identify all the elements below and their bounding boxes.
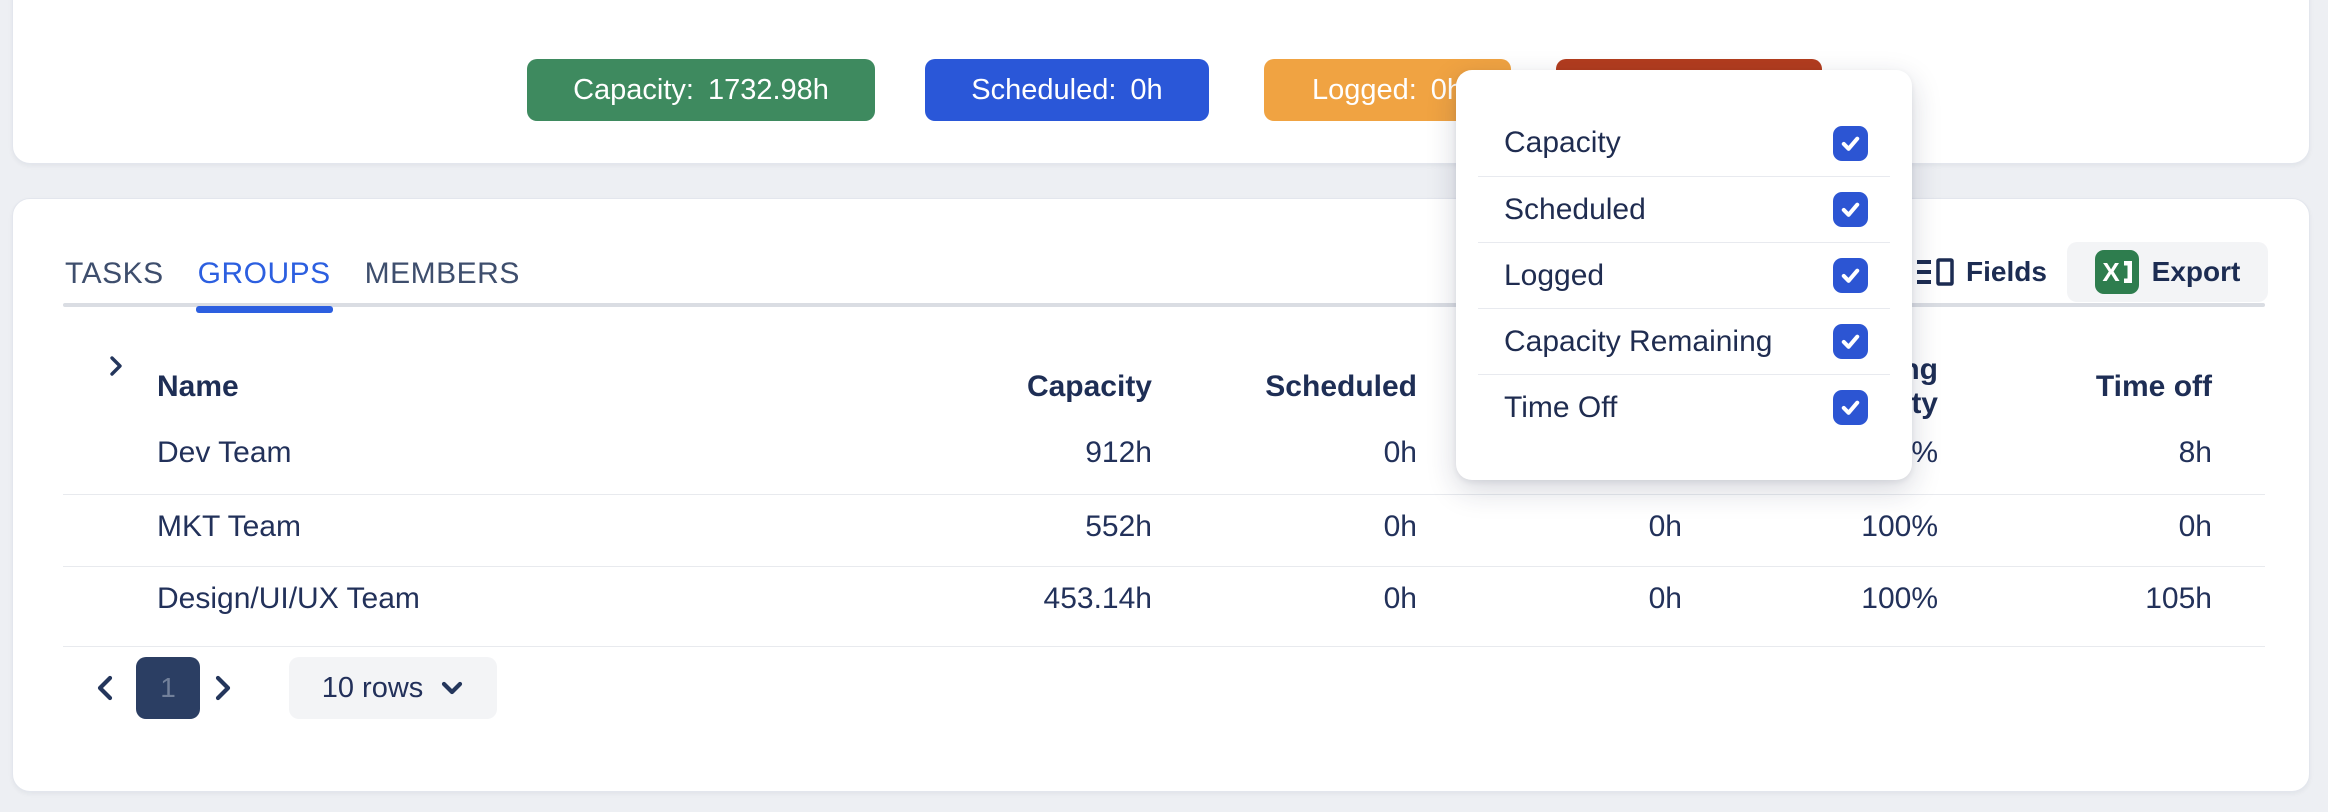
logged-badge-label: Logged: (1311, 73, 1417, 106)
menu-item-time-off[interactable]: Time Off (1478, 374, 1890, 440)
time-off-cell: 105h (2145, 582, 2212, 615)
time-off-cell: 0h (2178, 510, 2212, 543)
scheduled-badge[interactable]: Scheduled: 0h (925, 59, 1209, 121)
menu-item-label: Logged (1504, 258, 1605, 292)
tab-members[interactable]: MEMBERS (364, 257, 520, 290)
tab-tasks[interactable]: TASKS (65, 257, 164, 290)
menu-item-logged[interactable]: Logged (1478, 242, 1890, 308)
menu-item-scheduled[interactable]: Scheduled (1478, 176, 1890, 242)
expand-rows-chevron-icon[interactable] (104, 354, 128, 378)
column-header-capacity: Capacity (1026, 370, 1152, 403)
chevron-left-icon (93, 672, 117, 704)
menu-item-label: Capacity (1504, 126, 1621, 159)
fields-label: Fields (1966, 256, 2047, 287)
menu-item-capacity[interactable]: Capacity (1478, 110, 1890, 176)
capacity-remaining-checkbox[interactable] (1833, 324, 1868, 359)
logged-cell: 0h (1648, 510, 1682, 543)
chevron-down-icon (440, 680, 464, 696)
time-off-cell: 8h (2178, 436, 2212, 469)
capacity-cell: 453.14h (1043, 582, 1152, 615)
menu-item-capacity-remaining[interactable]: Capacity Remaining (1478, 308, 1890, 374)
remaining-cell: 100% (1861, 582, 1938, 615)
rows-per-page-select[interactable]: 10 rows (289, 657, 497, 719)
menu-item-label: Scheduled (1504, 192, 1646, 226)
fields-button[interactable]: Fields (1916, 244, 2047, 300)
logged-checkbox[interactable] (1833, 258, 1868, 293)
capacity-cell: 912h (1085, 436, 1152, 469)
scheduled-cell: 0h (1383, 582, 1417, 615)
column-header-name: Name (157, 370, 239, 403)
svg-text:X: X (2102, 257, 2120, 287)
capacity-cell: 552h (1085, 510, 1152, 543)
excel-icon: X (2094, 250, 2139, 294)
scheduled-badge-label: Scheduled: (971, 73, 1117, 106)
fields-icon (1916, 256, 1954, 288)
capacity-badge-value: 1732.98h (707, 73, 829, 106)
next-page-button[interactable] (208, 666, 238, 710)
export-button[interactable]: X Export (2067, 242, 2268, 302)
view-tabs: TASKS GROUPS MEMBERS (63, 253, 522, 313)
table-bottom-divider (63, 646, 2265, 647)
capacity-checkbox[interactable] (1833, 125, 1868, 161)
group-name-cell[interactable]: Dev Team (157, 436, 292, 469)
remaining-cell: 100% (1861, 510, 1938, 543)
time-off-checkbox[interactable] (1833, 390, 1868, 425)
column-header-time-off: Time off (2095, 370, 2212, 403)
rows-per-page-value: 10 rows (321, 671, 424, 704)
scheduled-cell: 0h (1383, 510, 1417, 543)
tabs-divider (63, 303, 2265, 307)
menu-item-label: Time Off (1504, 390, 1618, 424)
export-label: Export (2151, 256, 2241, 287)
previous-page-button[interactable] (90, 666, 120, 710)
group-name-cell[interactable]: Design/UI/UX Team (157, 582, 420, 615)
columns-visibility-menu: Capacity Scheduled Logged Capacity Remai… (1456, 70, 1912, 480)
capacity-badge[interactable]: Capacity: 1732.98h (527, 59, 875, 121)
current-page-button[interactable]: 1 (136, 657, 200, 719)
scheduled-badge-value: 0h (1130, 73, 1163, 106)
row-divider (63, 494, 2265, 495)
scheduled-cell: 0h (1383, 436, 1417, 469)
column-header-scheduled: Scheduled (1265, 370, 1417, 403)
row-divider (63, 566, 2265, 567)
logged-cell: 0h (1648, 582, 1682, 615)
capacity-badge-label: Capacity: (573, 73, 694, 106)
tab-groups[interactable]: GROUPS (195, 253, 333, 313)
group-name-cell[interactable]: MKT Team (157, 510, 301, 543)
menu-item-label: Capacity Remaining (1504, 324, 1773, 358)
scheduled-checkbox[interactable] (1833, 192, 1868, 227)
chevron-right-icon (211, 672, 235, 704)
